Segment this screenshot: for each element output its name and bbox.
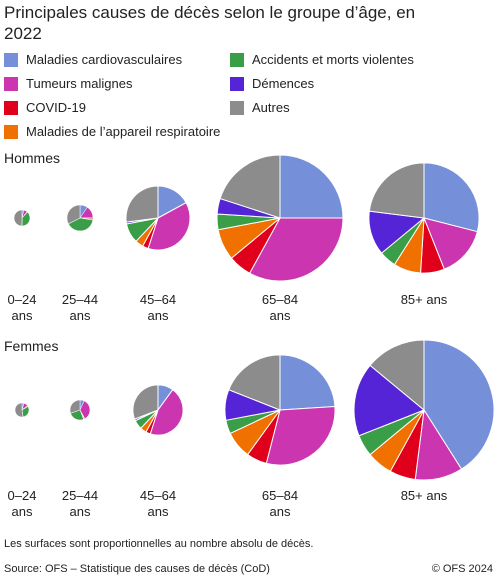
pie-slice	[132, 384, 159, 420]
pie-slice	[353, 364, 425, 437]
legend-label: COVID-19	[26, 100, 86, 115]
pie-slice	[147, 201, 191, 251]
category-label: 25–44 ans	[61, 488, 99, 519]
pie-slice	[368, 162, 425, 219]
category-label: 65–84 ans	[261, 292, 299, 323]
panel-label: Hommes	[4, 150, 61, 166]
pie-slice	[265, 406, 336, 466]
category-label: 85+ ans	[400, 488, 448, 503]
legend-swatch	[4, 77, 18, 91]
category-label: 0–24 ans	[7, 488, 37, 519]
category-label: 65–84 ans	[261, 488, 299, 519]
category-label: 45–64 ans	[139, 488, 177, 519]
source: Source: OFS – Statistique des causes de …	[4, 563, 270, 575]
category-label: 0–24 ans	[7, 292, 37, 323]
legend-label: Tumeurs malignes	[26, 76, 133, 91]
pie-slice	[69, 399, 81, 414]
legend-entry: Tumeurs malignes	[4, 76, 132, 92]
pie-slice	[21, 211, 31, 227]
chart-title: Principales causes de décès selon le gro…	[4, 3, 416, 43]
category-label: 25–44 ans	[61, 292, 99, 323]
pie-slice	[228, 354, 281, 411]
note: Les surfaces sont proportionnelles au no…	[4, 538, 314, 550]
legend-label: Maladies cardiovasculaires	[26, 52, 183, 67]
pie-slice	[219, 154, 281, 219]
pie-slice	[279, 354, 336, 411]
category-label: 85+ ans	[400, 292, 448, 307]
pie-slice	[248, 217, 344, 282]
pie-slice	[13, 209, 23, 227]
copyright: © OFS 2024	[431, 563, 493, 575]
legend-entry: Maladies cardiovasculaires	[4, 52, 182, 68]
legend-swatch	[4, 125, 18, 139]
legend-swatch	[4, 101, 18, 115]
legend-label: Maladies de l’appareil respiratoire	[26, 124, 221, 139]
legend-label: Autres	[252, 100, 290, 115]
category-label: 45–64 ans	[139, 292, 177, 323]
legend-entry: Autres	[230, 100, 290, 116]
pie-slice	[279, 154, 344, 219]
pie-slice	[66, 204, 81, 225]
legend-entry: Maladies de l’appareil respiratoire	[4, 124, 220, 140]
legend-entry: Démences	[230, 76, 314, 92]
pie-slice	[423, 217, 478, 270]
legend-label: Accidents et morts violentes	[252, 52, 414, 67]
pie-slice	[125, 185, 159, 223]
legend-swatch	[230, 77, 244, 91]
pie-slice	[14, 402, 24, 418]
pie-slice	[149, 388, 184, 436]
pie-slice	[423, 162, 480, 233]
pie-slice	[68, 217, 94, 232]
legend-swatch	[230, 53, 244, 67]
legend-label: Démences	[252, 76, 315, 91]
legend-entry: COVID-19	[4, 100, 86, 116]
legend-entry: Accidents et morts violentes	[230, 52, 414, 68]
panel-label: Femmes	[4, 338, 59, 354]
pie-slice	[369, 339, 425, 412]
legend-swatch	[230, 101, 244, 115]
legend-swatch	[4, 53, 18, 67]
